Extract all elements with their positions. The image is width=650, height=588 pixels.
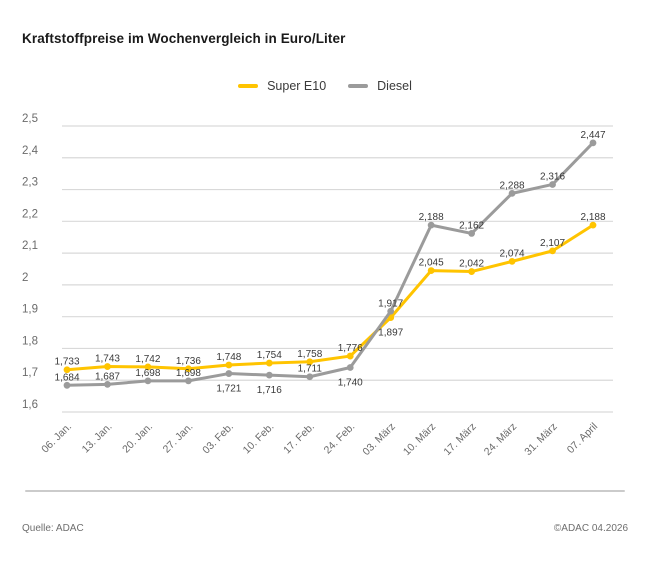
- data-point-dot: [589, 139, 597, 147]
- value-label: 1,740: [338, 378, 363, 389]
- value-label: 1,711: [298, 364, 323, 375]
- value-label: 2,162: [459, 220, 484, 231]
- value-label: 1,733: [54, 357, 79, 368]
- value-label: 1,742: [135, 354, 160, 365]
- data-point-dot: [468, 268, 476, 275]
- y-tick-label: 2: [22, 272, 28, 284]
- x-tick-label: 24. Feb.: [322, 421, 358, 457]
- x-tick-label: 06. Jan.: [39, 421, 74, 456]
- x-tick-label: 10. März: [401, 421, 438, 458]
- x-tick-label: 03. Feb.: [200, 421, 236, 457]
- x-tick-label: 24. März: [482, 421, 519, 458]
- data-point-dot: [346, 364, 354, 371]
- x-tick-label: 17. Feb.: [281, 421, 317, 457]
- y-tick-label: 2,3: [22, 177, 38, 189]
- data-point-dot: [225, 370, 233, 377]
- legend-item-diesel: Diesel: [348, 79, 412, 93]
- value-label: 1,698: [135, 368, 160, 379]
- y-tick-label: 1,9: [22, 304, 38, 316]
- value-label: 2,074: [500, 248, 525, 259]
- value-label: 2,045: [419, 258, 444, 269]
- x-tick-label: 31. März: [522, 421, 559, 458]
- value-label: 1,758: [297, 349, 322, 360]
- x-tick-label: 07. April: [565, 421, 600, 456]
- value-label: 1,716: [257, 385, 282, 396]
- value-label: 1,736: [176, 356, 201, 367]
- y-tick-label: 1,7: [22, 367, 38, 379]
- data-point-dot: [104, 363, 111, 370]
- legend-item-super-e10: Super E10: [238, 79, 326, 93]
- data-point-dot: [589, 221, 597, 229]
- data-point-dot: [265, 359, 273, 367]
- value-label: 2,447: [580, 130, 605, 141]
- diesel-line-swatch: [348, 83, 369, 89]
- source-label: Quelle: ADAC: [22, 523, 84, 534]
- value-label: 1,721: [216, 384, 241, 395]
- value-label: 1,754: [257, 350, 282, 361]
- data-point-dot: [63, 366, 71, 374]
- value-label: 1,917: [378, 298, 403, 309]
- value-label: 2,188: [419, 212, 444, 223]
- data-point-dot: [549, 181, 556, 188]
- value-label: 2,188: [580, 212, 605, 223]
- x-tick-label: 10. Feb.: [241, 421, 277, 457]
- y-tick-label: 2,1: [22, 240, 38, 252]
- data-point-dot: [306, 373, 314, 381]
- data-point-dot: [144, 363, 152, 371]
- data-point-dot: [549, 247, 556, 255]
- chart-title: Kraftstoffpreise im Wochenvergleich in E…: [22, 31, 346, 46]
- value-label: 1,748: [216, 352, 241, 363]
- y-tick-label: 1,6: [22, 399, 38, 411]
- value-label: 2,042: [459, 259, 484, 270]
- legend-label-super-e10: Super E10: [267, 79, 327, 93]
- x-tick-label: 17. März: [441, 421, 478, 458]
- data-point-dot: [225, 361, 233, 369]
- data-point-dot: [508, 257, 516, 265]
- data-point-dot: [144, 377, 152, 385]
- data-point-dot: [63, 381, 71, 389]
- value-label: 2,288: [500, 180, 525, 191]
- data-point-dot: [387, 307, 395, 315]
- x-tick-label: 13. Jan.: [80, 421, 115, 456]
- value-label: 2,316: [540, 171, 565, 182]
- data-point-dot: [427, 267, 435, 274]
- legend: Super E10 Diesel: [0, 79, 650, 93]
- data-point-dot: [184, 365, 192, 373]
- x-tick-label: 27. Jan.: [161, 421, 196, 456]
- value-label: 2,107: [540, 238, 565, 249]
- y-tick-label: 2,5: [22, 113, 38, 125]
- y-tick-label: 2,2: [22, 208, 38, 220]
- value-label: 1,776: [338, 343, 363, 354]
- y-tick-label: 2,4: [22, 145, 39, 157]
- copyright-label: ©ADAC 04.2026: [553, 523, 628, 534]
- data-point-dot: [184, 377, 192, 385]
- footer-separator-line: [25, 490, 625, 492]
- data-point-dot: [508, 189, 516, 197]
- diesel-line: [65, 141, 595, 387]
- data-point-dot: [346, 352, 354, 360]
- y-tick-label: 1,8: [22, 335, 38, 347]
- data-point-dot: [265, 371, 273, 379]
- super-e10-line: [65, 223, 595, 372]
- value-label: 1,687: [95, 371, 120, 382]
- data-point-dot: [104, 380, 111, 388]
- data-point-dot: [468, 230, 476, 237]
- data-point-dot: [306, 358, 314, 366]
- x-tick-label: 03. März: [360, 421, 397, 458]
- value-label: 1,743: [95, 354, 120, 365]
- x-tick-label: 20. Jan.: [120, 421, 155, 456]
- super-e10-line-swatch: [238, 83, 259, 89]
- value-label: 1,897: [378, 328, 403, 339]
- line-chart: 1,6 1,7 1,8 1,9 2 2,1 2,2 2,3 2,4 2,5 06. Jan. 13. …: [22, 113, 613, 458]
- data-point-dot: [427, 221, 435, 229]
- value-label: 1,698: [176, 368, 201, 379]
- value-label: 1,684: [54, 372, 79, 383]
- legend-label-diesel: Diesel: [377, 79, 412, 93]
